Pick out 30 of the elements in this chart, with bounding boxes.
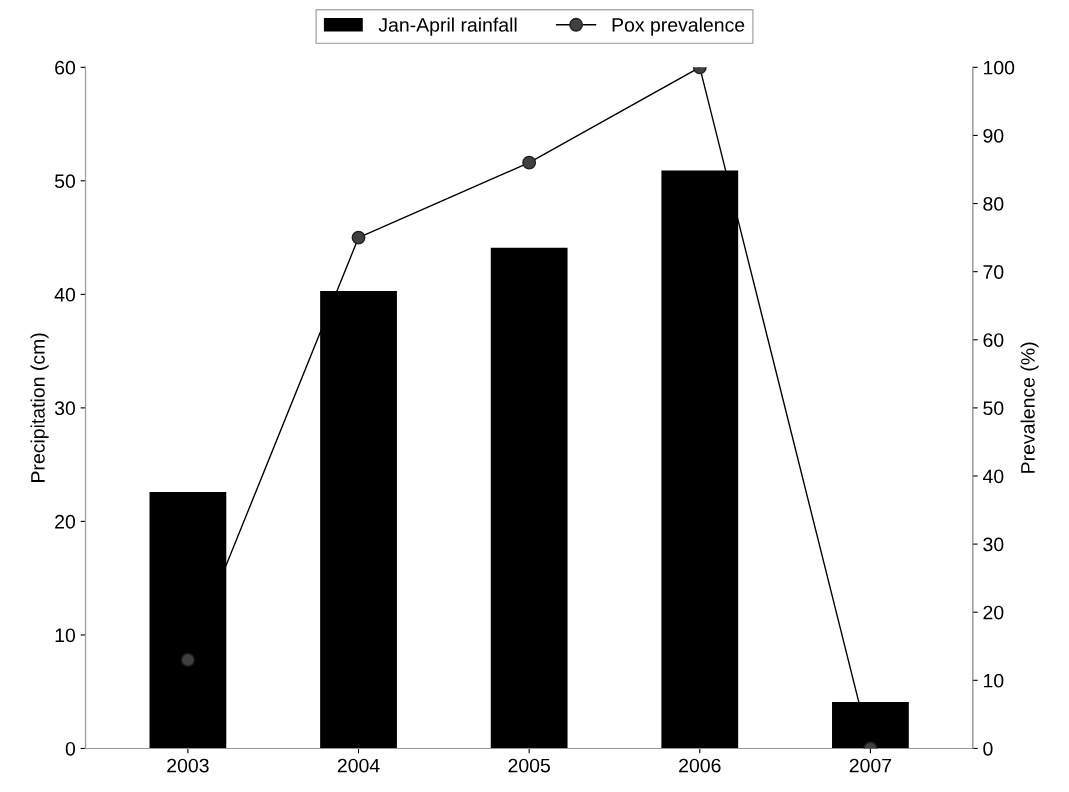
y2-tick-label: 10 (983, 673, 1004, 688)
y2-axis-title: Prevalence (%) (1020, 342, 1039, 473)
y2-tick-label: 0 (983, 741, 993, 756)
y-tick-label: 30 (54, 401, 76, 416)
y-tick-label: 60 (55, 60, 76, 75)
y2-tick-label: 30 (983, 537, 1004, 552)
y2-tick-label: 100 (983, 60, 1015, 75)
y-tick-label: 20 (55, 514, 76, 529)
y2-tick-label: 90 (983, 128, 1004, 143)
y-tick-label: 50 (54, 174, 76, 189)
y2-tick-label: 60 (983, 333, 1004, 347)
y-tick-label: 10 (55, 628, 76, 643)
y2-tick-label: 50 (983, 401, 1004, 416)
x-tick-label: 2006 (679, 758, 721, 773)
legend-label: Pox prevalence (612, 17, 745, 36)
y2-tick-label: 70 (983, 265, 1004, 279)
x-tick-label: 2005 (508, 758, 550, 773)
point (522, 155, 537, 170)
x-tick-label: 2004 (337, 758, 380, 773)
bar (490, 247, 568, 749)
y-tick-label: 40 (54, 287, 76, 302)
point (351, 230, 366, 245)
y2-tick-label: 20 (983, 605, 1004, 620)
y2-tick-label: 80 (983, 197, 1004, 211)
y2-tick-label: 40 (982, 469, 1004, 484)
y-tick-label: 0 (65, 741, 76, 756)
y-axis-title: Precipitation (cm) (30, 333, 49, 482)
legend-label: Jan-April rainfall (378, 17, 517, 36)
x-tick-label: 2007 (849, 758, 892, 773)
x-tick-label: 2003 (167, 758, 209, 773)
